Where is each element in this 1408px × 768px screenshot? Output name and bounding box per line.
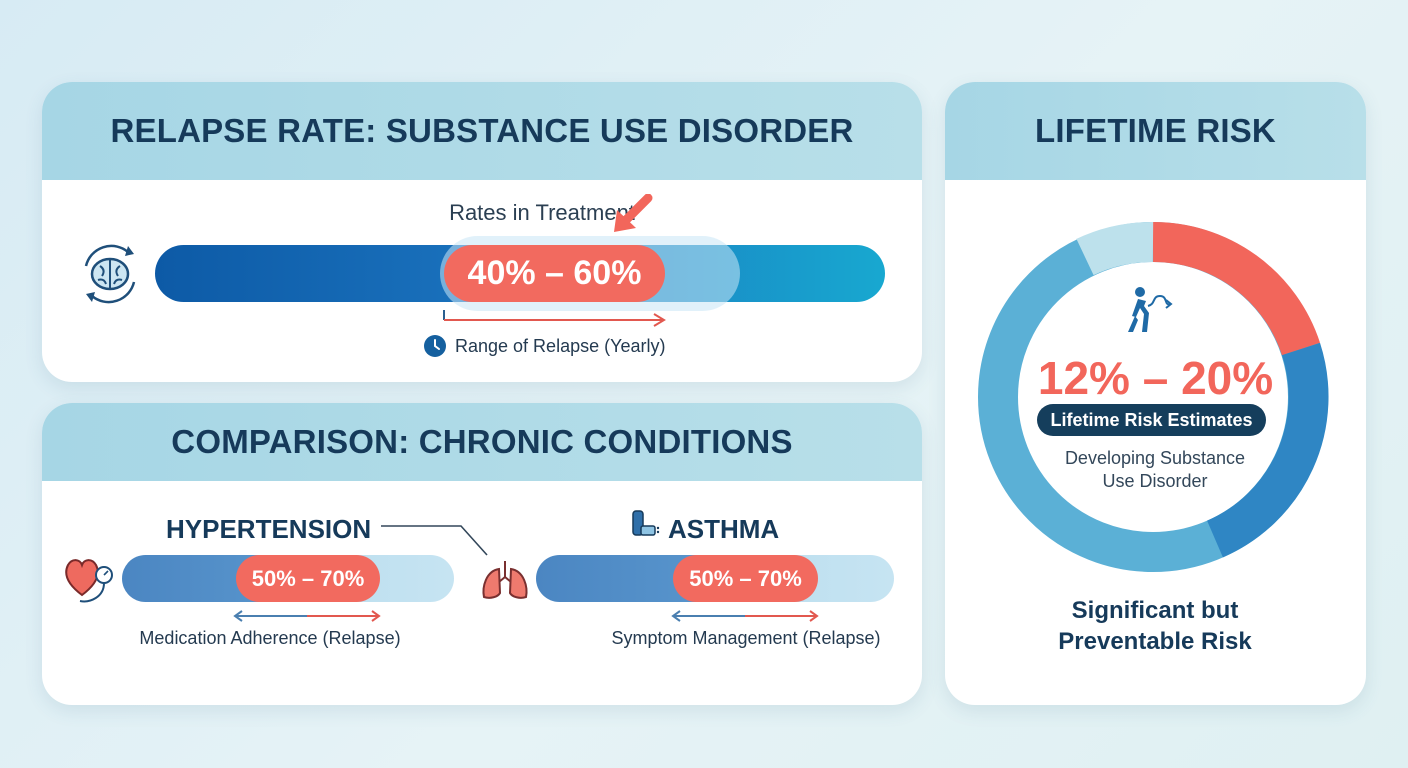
arrow-pointer-icon — [614, 194, 653, 232]
lifetime-range-label: 12% – 20% — [1037, 352, 1274, 404]
relapse-title: RELAPSE RATE: SUBSTANCE USE DISORDER — [42, 82, 922, 180]
relapse-range-pill: 40% – 60% — [444, 245, 665, 302]
asthma-span-arrow — [671, 610, 819, 622]
hypertension-caption: Medication Adherence (Relapse) — [139, 628, 401, 648]
lungs-icon — [482, 561, 528, 599]
inhaler-icon — [632, 510, 660, 536]
asthma-range-pill: 50% – 70% — [673, 555, 818, 602]
donut-red-segment — [1152, 221, 1321, 356]
donut-light-segment — [1076, 222, 1154, 276]
range-span-arrow — [443, 310, 666, 327]
comparison-title: COMPARISON: CHRONIC CONDITIONS — [42, 403, 922, 481]
asthma-title: ASTHMA — [668, 514, 780, 544]
brain-cycle-icon — [84, 244, 136, 304]
relapse-subtitle: Rates in Treatment — [449, 200, 635, 225]
clock-icon — [424, 335, 446, 357]
connector-line — [381, 525, 488, 556]
hypertension-title: HYPERTENSION — [166, 514, 372, 544]
relapse-caption: Range of Relapse (Yearly) — [455, 336, 666, 356]
donut-dark-blue-segment — [1206, 342, 1329, 558]
heart-blood-pressure-icon — [65, 559, 113, 603]
lifetime-risk-donut — [978, 221, 1329, 572]
hypertension-range-pill: 50% – 70% — [236, 555, 380, 602]
lifetime-description: Developing Substance Use Disorder — [1064, 448, 1246, 491]
person-walking-icon — [1128, 287, 1173, 332]
lifetime-badge: Lifetime Risk Estimates — [1037, 404, 1266, 436]
lifetime-risk-card: LIFETIME RISK 12% – 20% Lifetime Risk Es… — [945, 82, 1366, 705]
asthma-caption: Symptom Management (Relapse) — [611, 628, 881, 648]
lifetime-footer: Significant but Preventable Risk — [1058, 597, 1252, 655]
hypertension-span-arrow — [233, 610, 381, 622]
relapse-rate-card: RELAPSE RATE: SUBSTANCE USE DISORDER Rat… — [42, 82, 922, 382]
lifetime-title: LIFETIME RISK — [945, 82, 1366, 180]
comparison-card: COMPARISON: CHRONIC CONDITIONS HYPERTENS… — [42, 403, 922, 705]
